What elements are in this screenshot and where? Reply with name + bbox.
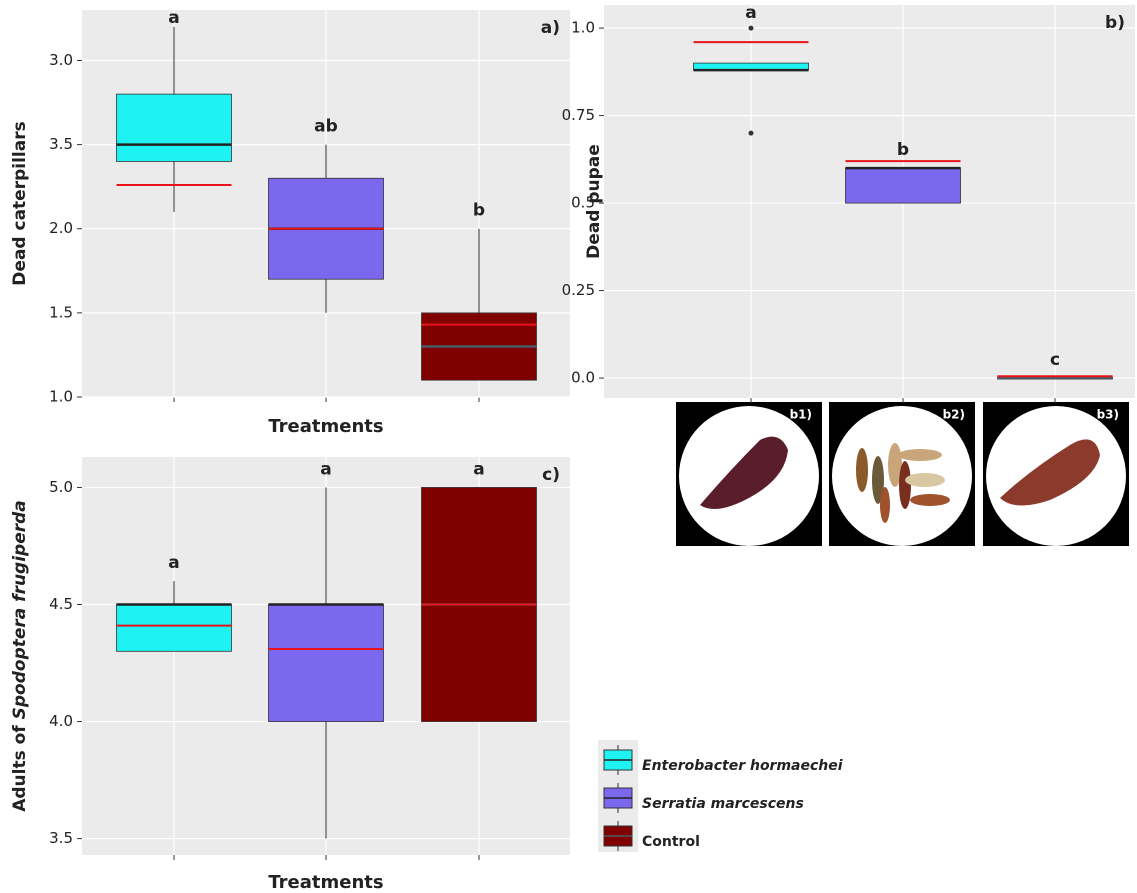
outlier <box>749 26 754 31</box>
group-letter: a <box>473 459 484 479</box>
box <box>117 94 232 161</box>
group-letter: a <box>168 8 179 28</box>
photo-label: b3) <box>1097 408 1119 422</box>
box <box>269 604 384 721</box>
outlier <box>749 131 754 136</box>
y-tick-label: 3.0 <box>49 51 73 69</box>
y-tick-label: 0.75 <box>562 106 595 124</box>
y-tick-label: 1.0 <box>49 388 73 406</box>
y-axis-title: Dead pupae <box>584 144 604 259</box>
legend-label: Control <box>642 834 700 850</box>
y-tick-label: 1.5 <box>49 303 73 321</box>
panel-label: c) <box>542 465 560 485</box>
group-letter: a <box>320 459 331 479</box>
y-axis-title-part: Adults of <box>10 719 30 811</box>
y-tick-label: 0.0 <box>571 369 595 387</box>
y-tick-label: 4.0 <box>49 712 73 730</box>
y-tick-label: 3.5 <box>49 829 73 847</box>
x-axis-title: Treatments <box>268 872 383 893</box>
legend-label: Serratia marcescens <box>642 796 804 812</box>
figure: b1) b2) b3) 1.01.52.03.53.0aabba)Dead ca… <box>0 0 1137 893</box>
group-letter: a <box>168 553 179 573</box>
box <box>117 604 232 651</box>
photo-label: b1) <box>790 408 812 422</box>
group-letter: ab <box>314 117 338 137</box>
y-tick-label: 2.0 <box>49 219 73 237</box>
group-letter: c <box>1050 350 1060 370</box>
y-tick-label: 4.5 <box>49 595 73 613</box>
photos: b1) b2) b3) <box>676 402 1129 546</box>
panel-label: a) <box>541 18 560 38</box>
page: b1) b2) b3) 1.01.52.03.53.0aabba)Dead ca… <box>0 0 1137 893</box>
group-letter: a <box>745 3 756 23</box>
legend-label: Enterobacter hormaechei <box>642 758 843 774</box>
group-letter: b <box>897 140 909 160</box>
y-axis-title: Dead caterpillars <box>10 121 30 285</box>
x-axis-title: Treatments <box>268 416 383 437</box>
y-axis-title-part: Spodoptera frugiperda <box>10 500 30 719</box>
box <box>846 168 961 203</box>
photo-label: b2) <box>943 408 965 422</box>
y-tick-label: 5.0 <box>49 478 73 496</box>
y-tick-label: 1.0 <box>571 19 595 37</box>
panel-label: b) <box>1105 13 1125 33</box>
y-tick-label: 3.5 <box>49 135 73 153</box>
y-axis-title: Adults of Spodoptera frugiperda <box>10 500 30 812</box>
group-letter: b <box>473 201 485 221</box>
y-tick-label: 0.25 <box>562 281 595 299</box>
